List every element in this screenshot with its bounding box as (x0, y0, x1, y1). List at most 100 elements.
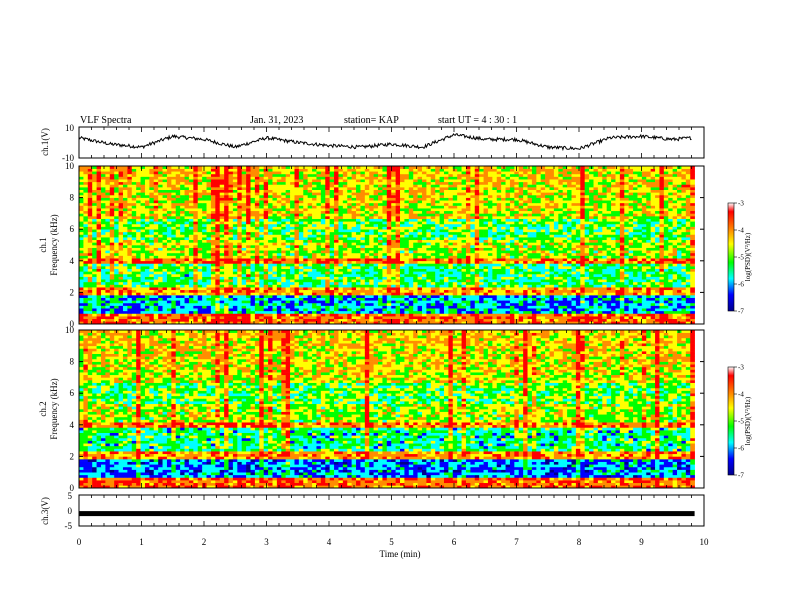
spectrogram-cell (188, 297, 194, 301)
spectrogram-cell (514, 258, 520, 262)
spectrogram-cell (79, 247, 84, 251)
spectrogram-cell (584, 255, 590, 259)
spectrogram-cell (316, 289, 322, 293)
spectrogram-cell (531, 234, 537, 238)
spectrogram-cell (435, 287, 440, 291)
spectrogram-cell (369, 292, 374, 296)
spectrogram-cell (501, 302, 506, 306)
spectrogram-cell (109, 234, 115, 238)
spectrogram-cell (487, 292, 493, 296)
spectrogram-cell (312, 258, 317, 262)
spectrogram-cell (611, 276, 616, 280)
spectrogram-cell (202, 318, 207, 322)
spectrogram-cell (316, 292, 322, 296)
spectrogram-cell (413, 300, 418, 304)
spectrogram-cell (602, 292, 607, 296)
spectrogram-cell (100, 276, 106, 280)
spectrogram-cell (628, 305, 634, 309)
spectrogram-cell (435, 302, 440, 306)
spectrogram-cell (391, 263, 396, 267)
spectrogram-cell (351, 266, 357, 269)
spectrogram-cell (171, 321, 177, 325)
spectrogram-cell (637, 302, 643, 306)
spectrogram-cell (325, 302, 330, 306)
spectrogram-cell (276, 295, 282, 298)
spectrogram-cell (602, 297, 607, 301)
spectrogram-cell (281, 297, 286, 301)
spectrogram-cell (224, 292, 229, 296)
spectrogram-cell (294, 271, 300, 275)
spectrogram-cell (611, 313, 616, 317)
spectrogram-cell (329, 258, 335, 262)
spectrogram-cell (492, 250, 498, 254)
spectrogram-cell (215, 260, 221, 264)
spectrogram-cell (281, 295, 286, 298)
spectrogram-cell (369, 295, 374, 298)
spectrogram-cell (206, 273, 212, 277)
spectrogram-cell (118, 245, 124, 248)
spectrogram-cell (668, 273, 673, 277)
spectrogram-cell (254, 273, 260, 277)
spectrogram-cell (655, 268, 660, 272)
spectrogram-cell (320, 266, 326, 269)
spectrogram-cell (593, 313, 599, 317)
spectrogram-cell (285, 239, 291, 243)
spectrogram-cell (571, 271, 577, 275)
spectrogram-cell (619, 321, 625, 325)
spectrogram-cell (677, 310, 682, 314)
spectrogram-cell (131, 308, 137, 312)
spectrogram-cell (307, 321, 313, 325)
spectrogram-cell (479, 305, 484, 309)
spectrogram-cell (364, 279, 370, 283)
spectrogram-cell (391, 287, 396, 291)
spectrogram-cell (237, 258, 242, 262)
spectrogram-cell (624, 297, 629, 301)
spectrogram-cell (448, 321, 454, 325)
spectrogram-cell (562, 281, 568, 285)
spectrogram-cell (254, 292, 260, 296)
spectrogram-cell (188, 305, 194, 309)
spectrogram-cell (140, 292, 146, 296)
spectrogram-cell (263, 245, 269, 248)
spectrogram-cell (426, 263, 432, 267)
spectrogram-cell (426, 284, 432, 288)
spectrogram-cell (470, 321, 476, 325)
spectrogram-cell (237, 287, 242, 291)
spectrogram-cell (646, 252, 651, 256)
spectrogram-cell (646, 281, 651, 285)
spectrogram-cell (224, 271, 229, 275)
spectrogram-cell (364, 297, 370, 301)
spectrogram-cell (373, 263, 379, 267)
spectrogram-cell (290, 252, 295, 256)
spectrogram-cell (558, 263, 564, 267)
spectrogram-cell (131, 273, 137, 277)
spectrogram-cell (465, 302, 471, 306)
spectrogram-cell (659, 302, 665, 306)
spectrogram-cell (290, 268, 295, 272)
spectrogram-cell (527, 273, 533, 277)
spectrogram-cell (364, 231, 370, 235)
spectrogram-cell (483, 273, 489, 277)
spectrogram-cell (395, 260, 401, 264)
spectrogram-cell (281, 231, 286, 235)
spectrogram-cell (663, 300, 669, 304)
spectrogram-cell (202, 287, 207, 291)
spectrogram-cell (369, 310, 374, 314)
spectrogram-cell (298, 234, 304, 238)
spectrogram-cell (536, 255, 542, 259)
spectrogram-cell (307, 258, 313, 262)
spectrogram-cell (162, 255, 168, 259)
spectrogram-cell (439, 284, 445, 288)
spectrogram-cell (435, 308, 440, 312)
spectrogram-cell (96, 229, 102, 233)
spectrogram-cell (114, 276, 119, 280)
spectrogram-cell (206, 266, 212, 269)
spectrogram-cell (144, 297, 150, 301)
spectrogram-cell (334, 273, 339, 277)
spectrogram-cell (690, 263, 695, 267)
spectrogram-cell (619, 287, 625, 291)
spectrogram-cell (646, 297, 651, 301)
spectrogram-cell (400, 234, 405, 238)
spectrogram-cell (136, 305, 141, 309)
spectrogram-cell (320, 250, 326, 254)
